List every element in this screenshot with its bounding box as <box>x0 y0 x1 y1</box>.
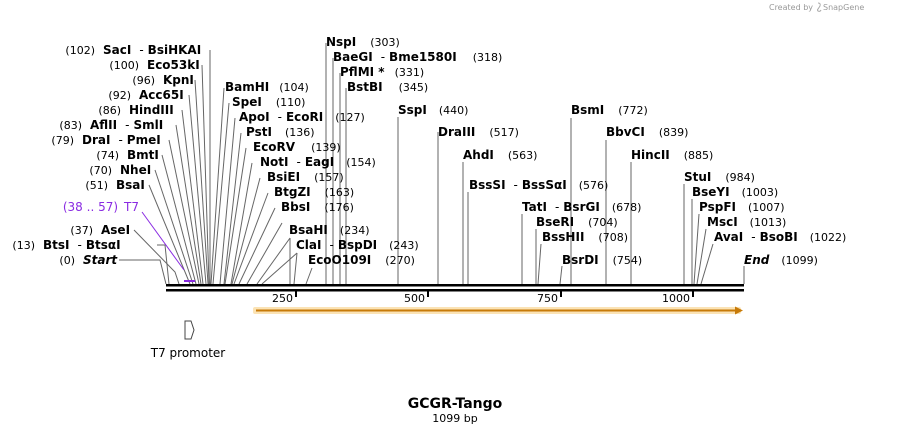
site-mscI[interactable]: MscI (1013) <box>707 215 786 229</box>
site-btsI[interactable]: BtsI - BtsαI <box>43 238 121 252</box>
site-bsaI[interactable]: BsaI <box>116 178 145 192</box>
site-pspFI[interactable]: PspFI (1007) <box>699 200 785 214</box>
site-aflII[interactable]: AflII - SmlI <box>90 118 163 132</box>
left-sites: (102) SacI - BsiHKAI (100) Eco53kI (96) Kp… <box>12 43 201 267</box>
site-pos: (74) <box>96 149 119 162</box>
site-bmtI[interactable]: BmtI <box>127 148 159 162</box>
tick-mark <box>295 291 297 297</box>
site-pos: (37) <box>70 224 93 237</box>
orf-arrow[interactable] <box>253 306 743 315</box>
site-bseYI[interactable]: BseYI (1003) <box>692 185 778 199</box>
plasmid-length: 1099 bp <box>432 412 477 425</box>
site-start[interactable]: Start <box>83 253 118 267</box>
site-sacI[interactable]: SacI - BsiHKAI <box>103 43 201 57</box>
site-nspI[interactable]: NspI (303) <box>326 35 400 49</box>
site-pos: (0) <box>59 254 75 267</box>
site-bbsI[interactable]: BbsI (176) <box>281 200 354 214</box>
site-pos: (83) <box>59 119 82 132</box>
site-hindIII[interactable]: HindIII <box>129 103 174 117</box>
site-claI[interactable]: ClaI - BspDI (243) <box>296 238 419 252</box>
site-apoI[interactable]: ApoI - EcoRI (127) <box>239 110 365 124</box>
scale-bar: 250 500 750 1000 <box>272 291 694 305</box>
site-notI[interactable]: NotI - EagI (154) <box>260 155 376 169</box>
site-hincII[interactable]: HincII (885) <box>631 148 713 162</box>
site-end[interactable]: End (1099) <box>744 253 818 267</box>
sites-column-a: BamHI (104) SpeI (110) ApoI - EcoRI (127) Pst… <box>225 80 419 267</box>
site-bbvCI[interactable]: BbvCI (839) <box>606 125 688 139</box>
site-nheI[interactable]: NheI <box>120 163 151 177</box>
dna-backbone-bottom[interactable] <box>166 289 744 292</box>
tick-label-500: 500 <box>404 292 425 305</box>
site-speI[interactable]: SpeI (110) <box>232 95 305 109</box>
tick-mark <box>692 291 694 297</box>
site-pos: (79) <box>51 134 74 147</box>
site-pstI[interactable]: PstI (136) <box>246 125 315 139</box>
site-baeGI[interactable]: BaeGI - Bme1580I (318) <box>333 50 502 64</box>
sites-column-b: NspI (303) BaeGI - Bme1580I (318) PflMI * (33… <box>326 35 502 94</box>
credit-label: Created by <box>769 3 813 12</box>
site-bssSI[interactable]: BssSI - BssSαI (576) <box>469 178 608 192</box>
snapgene-logo <box>817 2 822 12</box>
site-ecoRV[interactable]: EcoRV (139) <box>253 140 341 154</box>
site-ahdI[interactable]: AhdI (563) <box>463 148 537 162</box>
site-bstBI[interactable]: BstBI (345) <box>347 80 428 94</box>
site-pos: (13) <box>12 239 35 252</box>
t7-connector <box>141 211 185 271</box>
site-draIII[interactable]: DraIII (517) <box>438 125 519 139</box>
site-pflMI[interactable]: PflMI * (331) <box>340 65 424 79</box>
tick-mark <box>560 291 562 297</box>
site-bssHII[interactable]: BssHII (708) <box>542 230 628 244</box>
site-bsiEI[interactable]: BsiEI (157) <box>267 170 344 184</box>
site-bsmI[interactable]: BsmI (772) <box>571 103 648 117</box>
sites-column-c: SspI (440) DraIII (517) AhdI (563) BssSI - Bs… <box>398 103 642 267</box>
site-tatI[interactable]: TatI - BsrGI (678) <box>522 200 641 214</box>
site-btgZI[interactable]: BtgZI (163) <box>274 185 354 199</box>
site-pos: (70) <box>89 164 112 177</box>
site-avaI[interactable]: AvaI - BsoBI (1022) <box>714 230 846 244</box>
site-pos: (102) <box>65 44 95 57</box>
site-pos: (86) <box>98 104 121 117</box>
site-bsaHI[interactable]: BsaHI (234) <box>289 223 370 237</box>
site-sspI[interactable]: SspI (440) <box>398 103 468 117</box>
t7-feature-label: (38 .. 57) T7 <box>63 200 139 214</box>
site-bseRI[interactable]: BseRI (704) <box>536 215 618 229</box>
tick-label-250: 250 <box>272 292 293 305</box>
site-kpnI[interactable]: KpnI <box>163 73 194 87</box>
tick-label-1000: 1000 <box>662 292 690 305</box>
t7-promoter-label: T7 promoter <box>150 346 226 360</box>
tick-mark <box>427 291 429 297</box>
t7-feature-mark[interactable] <box>184 280 195 282</box>
site-aseI[interactable]: AseI <box>101 223 130 237</box>
t7-promoter-feature[interactable] <box>184 320 195 340</box>
site-bamHI[interactable]: BamHI (104) <box>225 80 309 94</box>
site-bsrDI[interactable]: BsrDI (754) <box>562 253 642 267</box>
sites-column-d: BsmI (772) BbvCI (839) HincII (885) StuI (98… <box>571 103 846 267</box>
plasmid-title: GCGR-Tango <box>408 396 503 412</box>
tick-label-750: 750 <box>537 292 558 305</box>
site-draI[interactable]: DraI - PmeI <box>82 133 161 147</box>
site-stuI[interactable]: StuI (984) <box>684 170 755 184</box>
site-connector-lines <box>119 43 745 285</box>
dna-backbone-top[interactable] <box>166 284 744 287</box>
site-pos: (92) <box>108 89 131 102</box>
site-acc65I[interactable]: Acc65I <box>139 88 184 102</box>
brand-label: SnapGene <box>823 3 864 12</box>
site-pos: (51) <box>85 179 108 192</box>
site-pos: (100) <box>109 59 139 72</box>
site-eco53kI[interactable]: Eco53kI <box>147 58 200 72</box>
site-pos: (96) <box>132 74 155 87</box>
site-ecoO109I[interactable]: EcoO109I (270) <box>308 253 415 267</box>
